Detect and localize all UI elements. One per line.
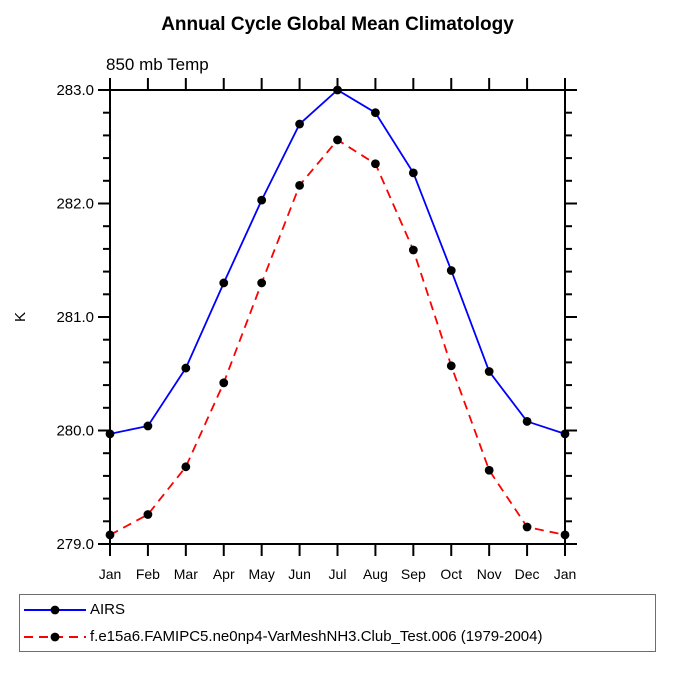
data-point-1 xyxy=(257,278,267,288)
y-tick-label: 279.0 xyxy=(56,536,94,553)
data-point-0 xyxy=(257,195,267,205)
data-point-1 xyxy=(219,378,229,388)
data-point-1 xyxy=(484,465,494,475)
data-point-0 xyxy=(181,363,191,373)
legend-label-1: f.e15a6.FAMIPC5.ne0np4-VarMeshNH3.Club_T… xyxy=(90,628,543,645)
data-point-0 xyxy=(143,421,153,431)
x-tick-label: Dec xyxy=(515,566,540,582)
data-point-0 xyxy=(522,417,532,426)
data-point-0 xyxy=(560,429,570,439)
legend-marker-icon xyxy=(50,605,60,614)
data-point-1 xyxy=(295,180,304,190)
x-tick-label: Sep xyxy=(401,566,426,582)
y-axis-label: K xyxy=(12,312,29,322)
chart-title: Annual Cycle Global Mean Climatology xyxy=(161,14,514,35)
y-tick-label: 280.0 xyxy=(56,423,94,440)
data-point-1 xyxy=(181,462,191,472)
data-point-1 xyxy=(522,522,532,532)
x-tick-label: Aug xyxy=(363,566,388,582)
data-point-0 xyxy=(446,266,456,275)
chart-subtitle: 850 mb Temp xyxy=(106,55,209,74)
line-chart: 279.0 280.0 281.0 282.0 283.0 Jan Feb Mar Apr May… xyxy=(12,78,577,582)
legend-row-1: f.e15a6.FAMIPC5.ne0np4-VarMeshNH3.Club_T… xyxy=(20,623,655,650)
data-point-1 xyxy=(408,245,418,255)
data-point-0 xyxy=(333,85,342,95)
x-tick-label: May xyxy=(248,566,274,582)
x-tick-label: Jan xyxy=(554,566,577,582)
y-tick-label: 282.0 xyxy=(56,196,94,213)
legend-row-0: AIRS xyxy=(20,596,655,623)
data-point-0 xyxy=(105,429,115,439)
data-point-0 xyxy=(484,367,494,376)
x-tick-label: Mar xyxy=(174,566,198,582)
series-line-1 xyxy=(109,138,566,536)
x-tick-label: Jun xyxy=(288,566,311,582)
data-point-0 xyxy=(219,278,229,288)
legend-line-sample-1 xyxy=(24,632,86,641)
data-point-1 xyxy=(333,135,342,145)
data-point-0 xyxy=(295,119,304,129)
x-tick-label: Apr xyxy=(213,566,235,582)
legend-marker-icon xyxy=(50,632,60,641)
data-point-1 xyxy=(560,530,570,540)
x-tick-label: Nov xyxy=(477,566,502,582)
data-point-1 xyxy=(143,510,153,519)
data-point-0 xyxy=(371,108,380,118)
x-tick-label: Oct xyxy=(440,566,462,582)
x-tick-label: Feb xyxy=(136,566,160,582)
x-tick-label: Jul xyxy=(329,566,347,582)
data-point-0 xyxy=(408,168,418,178)
data-point-1 xyxy=(105,530,115,540)
x-tick-label: Jan xyxy=(99,566,122,582)
y-tick-label: 283.0 xyxy=(56,82,94,99)
legend: AIRS f.e15a6.FAMIPC5.ne0np4-VarMeshNH3.Cl… xyxy=(19,594,656,652)
legend-line-sample-0 xyxy=(24,605,86,614)
legend-label-0: AIRS xyxy=(90,601,126,618)
y-tick-label: 281.0 xyxy=(56,309,94,326)
data-point-1 xyxy=(371,159,380,169)
data-point-1 xyxy=(446,361,456,371)
